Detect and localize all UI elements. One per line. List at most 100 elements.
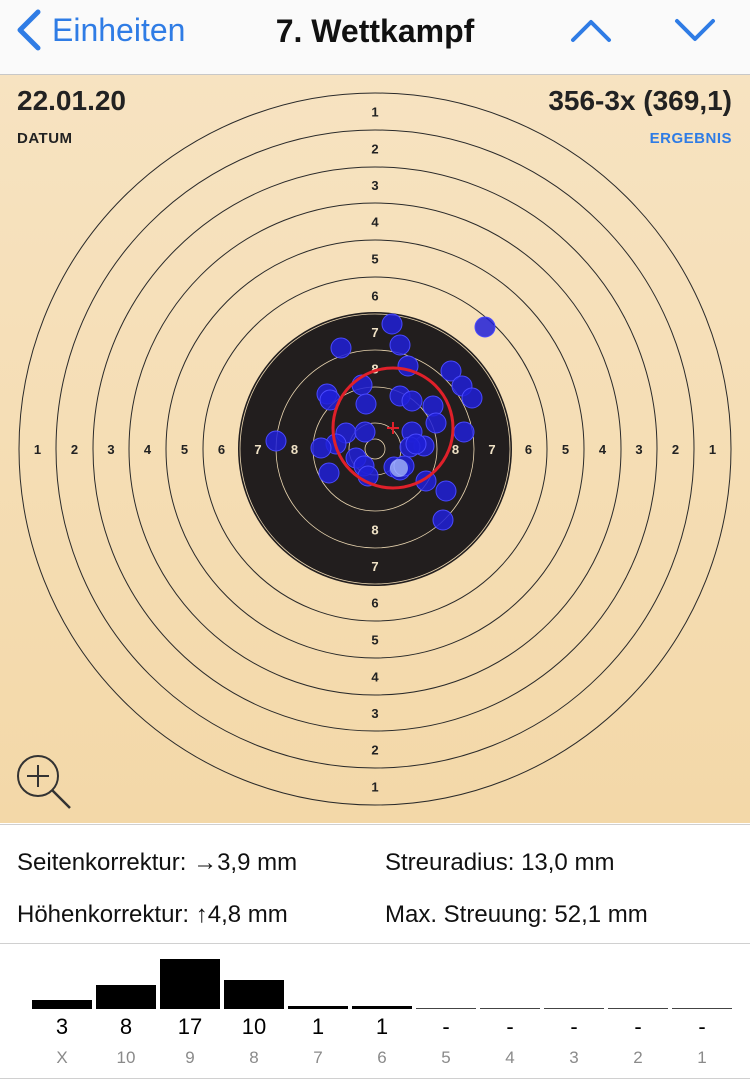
navigation-bar: Einheiten 7. Wettkampf bbox=[0, 0, 750, 75]
histogram-ring-label: 8 bbox=[249, 1048, 259, 1067]
ring-label-5: 5 bbox=[562, 442, 569, 457]
chevron-left-icon bbox=[17, 9, 41, 51]
zoom-in-button[interactable] bbox=[14, 752, 74, 812]
histogram-count: - bbox=[698, 1014, 706, 1039]
histogram-count: 17 bbox=[177, 1014, 203, 1039]
histogram-bar bbox=[672, 1008, 732, 1009]
shot-holes bbox=[265, 313, 496, 531]
ring-label-1: 1 bbox=[371, 780, 378, 795]
histogram-bar bbox=[544, 1008, 604, 1009]
histogram-count: - bbox=[570, 1014, 578, 1039]
ring-label-3: 3 bbox=[635, 442, 642, 457]
shot-hole bbox=[265, 430, 287, 452]
scatter-circle bbox=[331, 366, 455, 490]
ring-label-3: 3 bbox=[371, 178, 378, 193]
shot-hole bbox=[425, 412, 447, 434]
histogram-ring-label: 1 bbox=[697, 1048, 707, 1067]
shot-hole bbox=[355, 393, 377, 415]
bottom-divider bbox=[0, 1078, 750, 1079]
histogram-count: 3 bbox=[55, 1014, 69, 1039]
ring-label-1: 1 bbox=[34, 442, 41, 457]
histogram-count: 1 bbox=[311, 1014, 325, 1039]
next-button[interactable] bbox=[673, 12, 717, 48]
histogram-ring-label: 7 bbox=[313, 1048, 323, 1067]
chevron-down-icon bbox=[675, 19, 715, 41]
histogram-count: - bbox=[634, 1014, 642, 1039]
ring-label-1: 1 bbox=[709, 442, 716, 457]
histogram-ring-label: 2 bbox=[633, 1048, 643, 1067]
ring-label-6: 6 bbox=[525, 442, 532, 457]
histogram-ring-label: 3 bbox=[569, 1048, 579, 1067]
histogram-bar bbox=[96, 985, 156, 1009]
histogram-ring-label: X bbox=[56, 1048, 68, 1067]
histogram-column: 17 9 bbox=[160, 944, 220, 1083]
shot-hole bbox=[330, 337, 352, 359]
ring-label-8: 8 bbox=[371, 523, 378, 538]
histogram-bar bbox=[160, 959, 220, 1009]
histogram-column: -3 bbox=[544, 944, 604, 1083]
shot-hole bbox=[405, 433, 427, 455]
histogram-ring-label: 9 bbox=[185, 1048, 195, 1067]
ring-label-3: 3 bbox=[371, 706, 378, 721]
max-scatter: Max. Streuung: 52,1 mm bbox=[385, 901, 648, 928]
ring-label-7: 7 bbox=[488, 442, 495, 457]
ring-label-2: 2 bbox=[371, 142, 378, 157]
histogram-count: 1 bbox=[375, 1014, 389, 1039]
ring-label-6: 6 bbox=[371, 596, 378, 611]
ring-label-6: 6 bbox=[371, 289, 378, 304]
histogram-bar bbox=[608, 1008, 668, 1009]
ring-6 bbox=[202, 276, 548, 622]
ring-histogram: 3 X 8 10 17 9 10 8 1 7 1 6-5-4-3-2-1 bbox=[0, 944, 750, 1083]
shot-hole bbox=[435, 480, 457, 502]
scatter-radius: Streuradius: 13,0 mm bbox=[385, 849, 615, 876]
ring-label-4: 4 bbox=[144, 442, 152, 457]
histogram-count: - bbox=[506, 1014, 514, 1039]
shot-hole bbox=[461, 387, 483, 409]
statistics-panel: Seitenkorrektur: →3,9 mm Streuradius: 13… bbox=[0, 824, 750, 944]
ring-7 bbox=[239, 313, 511, 585]
shot-hole bbox=[310, 437, 332, 459]
back-button[interactable]: Einheiten bbox=[16, 9, 185, 51]
histogram-bar bbox=[416, 1008, 476, 1009]
histogram-ring-label: 10 bbox=[116, 1048, 136, 1067]
shooting-target[interactable]: 1 1 1 1 2 2 2 2 3 3 3 3 4 4 4 4 5 5 5 5 6 6 6 6 7 7 7 7 8 8 8 8 bbox=[0, 75, 750, 823]
height-correction: Höhenkorrektur: ↑4,8 mm bbox=[17, 901, 288, 928]
histogram-ring-label: 6 bbox=[377, 1048, 387, 1067]
ring-label-8: 8 bbox=[452, 442, 459, 457]
result-caption[interactable]: ERGEBNIS bbox=[649, 130, 732, 147]
group-indicator bbox=[331, 366, 455, 490]
histogram-bar bbox=[224, 980, 284, 1009]
shot-hole bbox=[453, 421, 475, 443]
histogram-column: -2 bbox=[608, 944, 668, 1083]
ring-label-2: 2 bbox=[71, 442, 78, 457]
shot-hole bbox=[318, 462, 340, 484]
ring-label-4: 4 bbox=[371, 670, 379, 685]
ring-1 bbox=[18, 92, 732, 806]
histogram-column: -4 bbox=[480, 944, 540, 1083]
histogram-bar bbox=[288, 1006, 348, 1009]
ring-label-5: 5 bbox=[371, 633, 378, 648]
date-caption: DATUM bbox=[17, 130, 73, 147]
inner-ten-ring bbox=[364, 438, 386, 460]
histogram-bar bbox=[32, 1000, 92, 1009]
ring-label-4: 4 bbox=[371, 215, 379, 230]
previous-button[interactable] bbox=[569, 12, 613, 48]
ring-label-4: 4 bbox=[599, 442, 607, 457]
histogram-column: 10 8 bbox=[224, 944, 284, 1083]
ring-label-8: 8 bbox=[291, 442, 298, 457]
shot-hole bbox=[432, 509, 454, 531]
ring-label-5: 5 bbox=[371, 252, 378, 267]
ring-label-7: 7 bbox=[371, 325, 378, 340]
shot-hole bbox=[401, 390, 423, 412]
histogram-column: -1 bbox=[672, 944, 732, 1083]
histogram-ring-label: 5 bbox=[441, 1048, 451, 1067]
ring-label-2: 2 bbox=[371, 743, 378, 758]
histogram-column: -5 bbox=[416, 944, 476, 1083]
ring-label-1: 1 bbox=[371, 105, 378, 120]
ring-label-2: 2 bbox=[672, 442, 679, 457]
ring-label-5: 5 bbox=[181, 442, 188, 457]
target-rings bbox=[18, 92, 732, 806]
